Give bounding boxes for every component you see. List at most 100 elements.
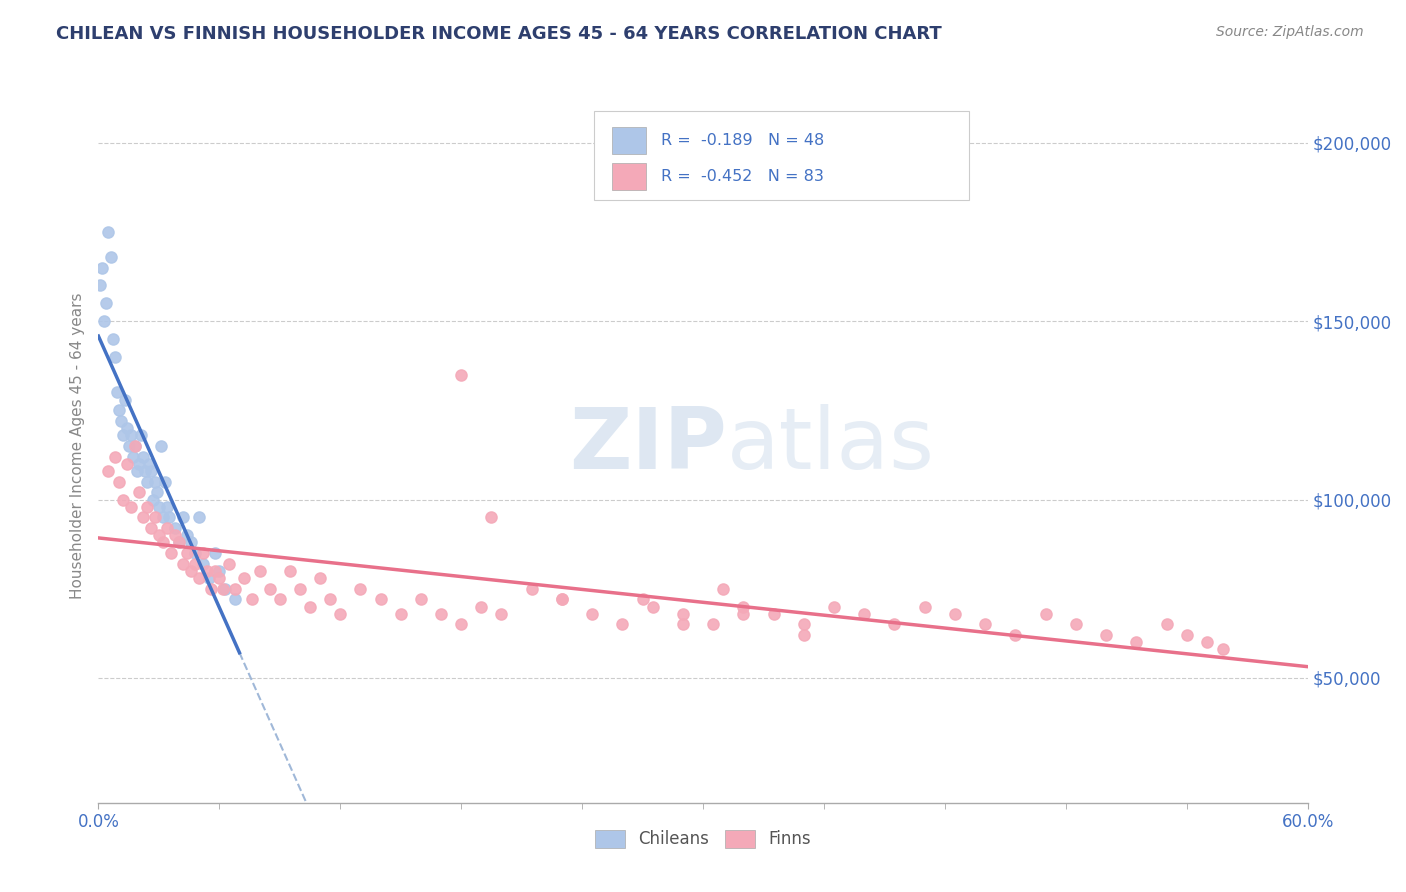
Point xyxy=(97,225,120,239)
Point xyxy=(1175,628,1198,642)
Point xyxy=(135,475,157,489)
Point xyxy=(1212,642,1234,657)
Text: Source: ZipAtlas.com: Source: ZipAtlas.com xyxy=(1216,25,1364,39)
Point xyxy=(711,582,734,596)
Point xyxy=(107,475,129,489)
Point xyxy=(1035,607,1057,621)
Point xyxy=(115,421,138,435)
Point xyxy=(450,617,472,632)
Point xyxy=(943,607,966,621)
Point xyxy=(143,475,166,489)
Point xyxy=(124,439,146,453)
Point xyxy=(148,528,170,542)
Point xyxy=(329,607,352,621)
Point xyxy=(160,546,183,560)
Point xyxy=(198,571,221,585)
Point xyxy=(188,571,211,585)
Point xyxy=(149,439,172,453)
Point xyxy=(520,582,543,596)
Point xyxy=(1195,635,1218,649)
Point xyxy=(240,592,263,607)
Point xyxy=(153,475,176,489)
Point xyxy=(612,617,634,632)
Point xyxy=(163,528,186,542)
Point xyxy=(100,250,122,264)
Text: CHILEAN VS FINNISH HOUSEHOLDER INCOME AGES 45 - 64 YEARS CORRELATION CHART: CHILEAN VS FINNISH HOUSEHOLDER INCOME AG… xyxy=(56,25,942,43)
Point xyxy=(389,607,412,621)
Point xyxy=(120,428,142,442)
Point xyxy=(672,607,695,621)
Point xyxy=(115,457,138,471)
Point xyxy=(249,564,271,578)
Point xyxy=(132,510,155,524)
Point xyxy=(172,510,194,524)
Point xyxy=(193,557,215,571)
Bar xyxy=(613,162,647,190)
Point xyxy=(103,350,125,364)
Point xyxy=(184,557,207,571)
Text: R =  -0.189   N = 48: R = -0.189 N = 48 xyxy=(661,133,824,148)
Point xyxy=(1095,628,1118,642)
Point xyxy=(793,617,815,632)
Point xyxy=(195,564,218,578)
Y-axis label: Householder Income Ages 45 - 64 years: Householder Income Ages 45 - 64 years xyxy=(69,293,84,599)
Point xyxy=(134,464,156,478)
Point xyxy=(319,592,342,607)
Point xyxy=(152,510,174,524)
Point xyxy=(89,278,111,293)
Point xyxy=(208,564,231,578)
Point xyxy=(974,617,997,632)
Point xyxy=(172,557,194,571)
Point xyxy=(152,535,174,549)
Point xyxy=(156,500,179,514)
Point xyxy=(349,582,371,596)
Point xyxy=(470,599,492,614)
Point xyxy=(96,296,118,310)
Point xyxy=(124,439,146,453)
Point xyxy=(118,439,141,453)
Point xyxy=(91,260,114,275)
Point xyxy=(214,582,236,596)
Point xyxy=(370,592,392,607)
Point xyxy=(146,485,169,500)
Point xyxy=(204,564,226,578)
Point xyxy=(702,617,724,632)
Point xyxy=(139,521,162,535)
Point xyxy=(156,521,179,535)
Point xyxy=(176,546,198,560)
Point xyxy=(672,617,695,632)
Point xyxy=(409,592,432,607)
Point xyxy=(128,485,150,500)
Point xyxy=(148,500,170,514)
Point xyxy=(581,607,603,621)
Point xyxy=(180,535,202,549)
Point xyxy=(138,457,160,471)
Point xyxy=(491,607,513,621)
Point xyxy=(176,528,198,542)
Point xyxy=(883,617,905,632)
Point xyxy=(97,464,120,478)
Point xyxy=(218,557,240,571)
Text: ZIP: ZIP xyxy=(569,404,727,488)
Point xyxy=(762,607,785,621)
Point xyxy=(163,521,186,535)
Point xyxy=(103,450,125,464)
Point xyxy=(128,457,150,471)
Point xyxy=(135,500,157,514)
Point xyxy=(167,535,190,549)
Bar xyxy=(613,127,647,154)
Point xyxy=(129,428,152,442)
Point xyxy=(111,492,134,507)
Point xyxy=(551,592,574,607)
Point xyxy=(1064,617,1087,632)
Point xyxy=(125,464,148,478)
Point xyxy=(132,450,155,464)
Point xyxy=(107,403,129,417)
Point xyxy=(631,592,654,607)
FancyBboxPatch shape xyxy=(595,111,969,200)
Point xyxy=(114,392,136,407)
Point xyxy=(180,564,202,578)
Point xyxy=(288,582,311,596)
Legend: Chileans, Finns: Chileans, Finns xyxy=(588,823,818,855)
Point xyxy=(1156,617,1178,632)
